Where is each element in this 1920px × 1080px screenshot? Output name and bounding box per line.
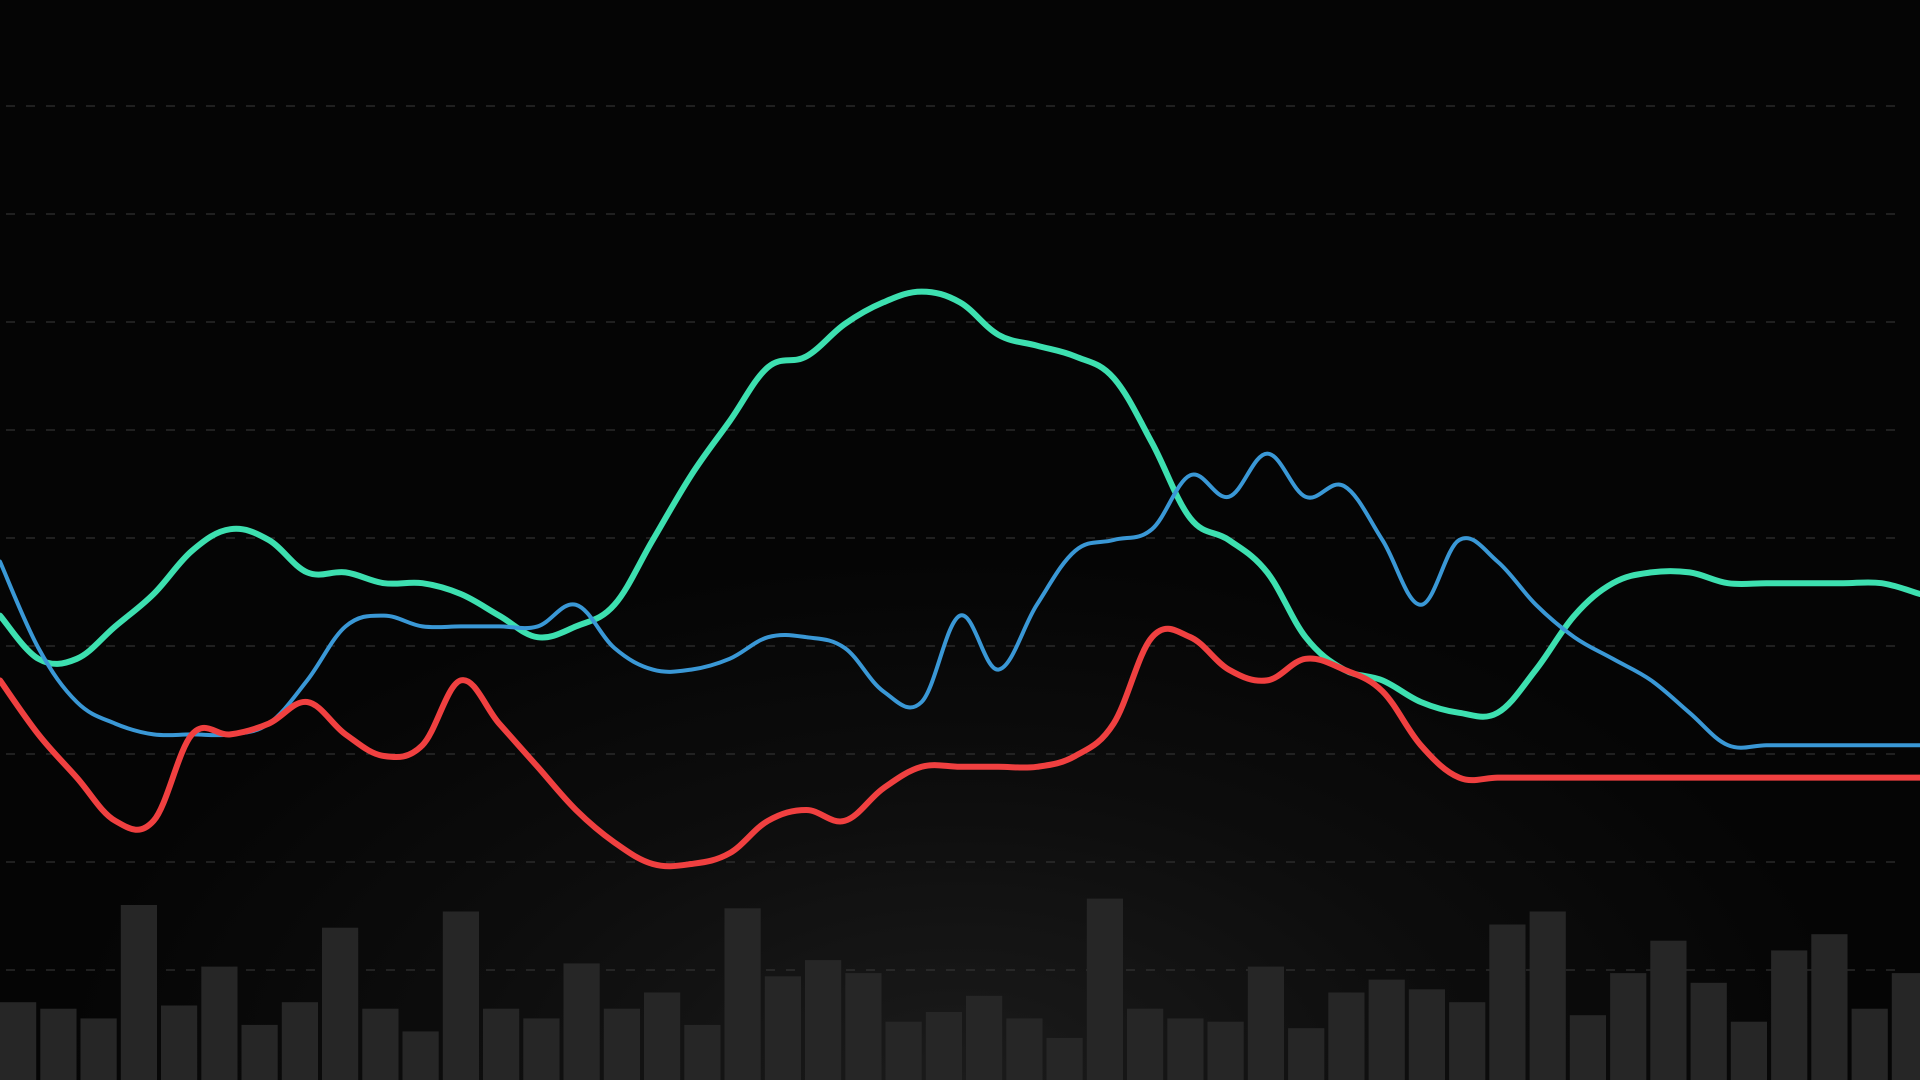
bar-45 <box>1771 950 1808 1080</box>
bar-4 <box>120 905 157 1080</box>
series-line-3 <box>0 625 1920 870</box>
bar-23 <box>885 1021 922 1080</box>
bar-19 <box>724 908 761 1080</box>
bar-48 <box>1891 973 1920 1080</box>
bar-46 <box>1811 934 1848 1080</box>
bar-15 <box>563 963 600 1080</box>
bar-21 <box>805 960 842 1080</box>
series-line-1 <box>0 288 1920 720</box>
series-lines <box>0 288 1920 870</box>
bar-35 <box>1368 979 1405 1080</box>
bar-2 <box>40 1008 77 1080</box>
bar-28 <box>1086 898 1123 1080</box>
bar-30 <box>1167 1018 1204 1080</box>
bar-41 <box>1610 973 1647 1080</box>
bar-27 <box>1046 1037 1083 1080</box>
bar-34 <box>1328 992 1365 1080</box>
bar-5 <box>161 1005 198 1080</box>
bar-37 <box>1449 1002 1486 1080</box>
bar-38 <box>1489 924 1526 1080</box>
bar-12 <box>442 911 479 1080</box>
bar-14 <box>523 1018 560 1080</box>
bar-44 <box>1730 1021 1767 1080</box>
bar-33 <box>1288 1028 1325 1080</box>
bar-32 <box>1247 966 1284 1080</box>
bar-13 <box>483 1008 520 1080</box>
bar-25 <box>966 995 1003 1080</box>
bar-36 <box>1408 989 1445 1080</box>
bar-31 <box>1207 1021 1244 1080</box>
bar-7 <box>241 1024 278 1080</box>
bar-1 <box>0 1002 37 1080</box>
bar-20 <box>764 976 801 1080</box>
bar-6 <box>201 966 238 1080</box>
bar-43 <box>1690 982 1727 1080</box>
bar-8 <box>281 1002 318 1080</box>
bar-17 <box>644 992 681 1080</box>
bar-42 <box>1650 940 1687 1080</box>
bar-10 <box>362 1008 399 1080</box>
bar-3 <box>80 1018 117 1080</box>
bar-16 <box>603 1008 640 1080</box>
bar-18 <box>684 1024 721 1080</box>
bar-9 <box>322 927 359 1080</box>
bar-40 <box>1569 1015 1606 1080</box>
bar-26 <box>1006 1018 1043 1080</box>
background-bars <box>0 898 1920 1080</box>
bar-29 <box>1127 1008 1164 1080</box>
series-line-2 <box>0 451 1920 750</box>
bar-39 <box>1529 911 1566 1080</box>
bar-24 <box>925 1012 962 1080</box>
bar-47 <box>1851 1008 1888 1080</box>
gridlines <box>6 105 1900 971</box>
bar-11 <box>402 1031 439 1080</box>
bar-22 <box>845 973 882 1080</box>
